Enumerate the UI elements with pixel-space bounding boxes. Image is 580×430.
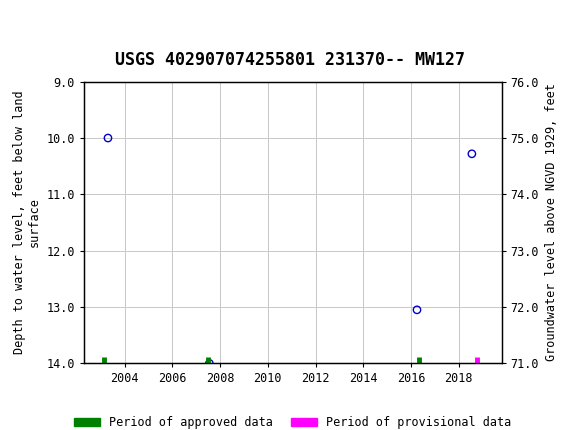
Y-axis label: Depth to water level, feet below land
surface: Depth to water level, feet below land su… (13, 91, 41, 354)
Text: USGS 402907074255801 231370-- MW127: USGS 402907074255801 231370-- MW127 (115, 51, 465, 69)
Point (103, 135, 113, 141)
Point (205, 360, 214, 367)
Point (412, 307, 422, 313)
Point (467, 150, 477, 157)
Text: ≡USGS: ≡USGS (10, 11, 81, 29)
Y-axis label: Groundwater level above NGVD 1929, feet: Groundwater level above NGVD 1929, feet (545, 83, 558, 362)
Legend: Period of approved data, Period of provisional data: Period of approved data, Period of provi… (74, 416, 512, 429)
